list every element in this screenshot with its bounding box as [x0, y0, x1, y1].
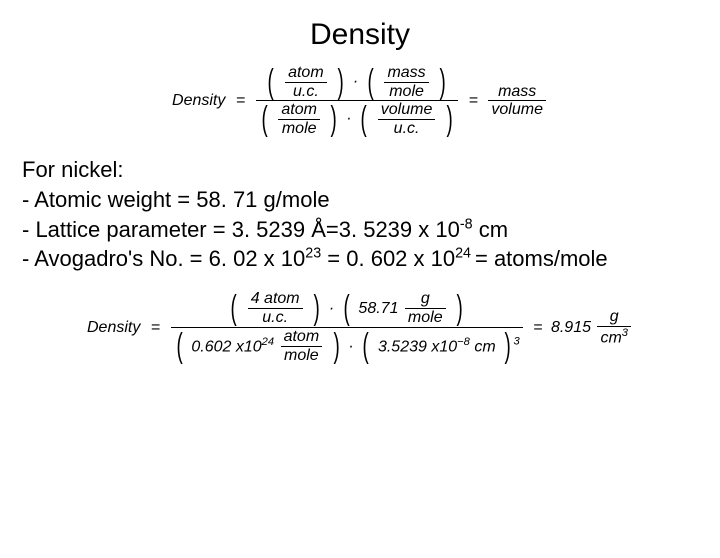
atomic-weight-line: - Atomic weight = 58. 71 g/mole — [22, 185, 720, 215]
atom-label-4: atom — [281, 328, 323, 346]
result-value: 8.915 — [551, 319, 591, 337]
mass-label: mass — [384, 64, 428, 82]
mass-over-volume: mass volume — [488, 83, 546, 119]
lp-value-a: 3. 5239 Å=3. 5239 x 10 — [232, 217, 460, 242]
avog-prefix: - Avogadro's No. = — [22, 246, 209, 271]
lp-num-b: x10 — [431, 339, 457, 356]
atom-label: atom — [285, 64, 327, 82]
uc-label-3: u.c. — [248, 308, 303, 327]
avog-num-b: x10 — [236, 339, 262, 356]
mass-label-3: mass — [488, 83, 546, 101]
lp-num-exp: −8 — [457, 336, 470, 348]
mole-label-4: mole — [281, 346, 323, 365]
nickel-data: For nickel: - Atomic weight = 58. 71 g/m… — [22, 155, 720, 274]
slide-title: Density — [0, 18, 720, 52]
g-label: g — [405, 290, 446, 308]
result-units: g cm3 — [597, 308, 631, 347]
aw-prefix: - Atomic weight = — [22, 187, 196, 212]
density-formula-general: Density = ( atomu.c. ) · ( massmole ) ( … — [0, 64, 720, 137]
cube-exp: 3 — [513, 336, 519, 348]
avog-num-a: 0.602 — [191, 339, 231, 356]
avog-mid: = 0. 602 x 10 — [321, 246, 455, 271]
lp-num-a: 3.5239 — [378, 339, 427, 356]
equals-sign: = — [232, 92, 249, 110]
equals-sign-4: = — [529, 319, 546, 337]
avog-exp1: 23 — [305, 246, 321, 262]
main-fraction: ( atomu.c. ) · ( massmole ) ( atommole )… — [256, 64, 459, 137]
uc-label-2: u.c. — [378, 119, 436, 138]
avog-num-exp: 24 — [262, 336, 274, 348]
density-label: Density — [172, 92, 225, 110]
intro-line: For nickel: — [22, 155, 720, 185]
lattice-param-line: - Lattice parameter = 3. 5239 Å=3. 5239 … — [22, 215, 720, 245]
four: 4 — [251, 290, 260, 307]
atom-label-3: atom — [264, 290, 300, 307]
cm-label-2: cm — [600, 329, 621, 346]
aw-numeric: 58.71 — [358, 300, 398, 317]
g-label-2: g — [597, 308, 631, 326]
equals-sign-2: = — [465, 92, 482, 110]
avog-b: = atoms/mole — [475, 246, 608, 271]
uc-label: u.c. — [285, 82, 327, 101]
cm-cube-exp: 3 — [622, 327, 628, 339]
density-formula-numeric: Density = ( 4 atom u.c. ) · ( 58.71 g mo… — [0, 290, 720, 365]
density-label-2: Density — [87, 319, 140, 337]
volume-label: volume — [378, 101, 436, 119]
lp-prefix: - Lattice parameter = — [22, 217, 232, 242]
avog-a: 6. 02 x 10 — [209, 246, 306, 271]
lp-exp: -8 — [460, 216, 473, 232]
numeric-fraction: ( 4 atom u.c. ) · ( 58.71 g mole ) ( — [171, 290, 523, 365]
volume-label-2: volume — [488, 100, 546, 119]
mole-label-3: mole — [405, 308, 446, 327]
atom-label-2: atom — [278, 101, 320, 119]
aw-value: 58. 71 g/mole — [196, 187, 329, 212]
cm-label: cm — [474, 339, 495, 356]
lp-value-b: cm — [473, 217, 508, 242]
avog-exp2: 24 — [455, 246, 475, 262]
mole-label: mole — [384, 82, 428, 101]
equals-sign-3: = — [147, 319, 164, 337]
mole-label-2: mole — [278, 119, 320, 138]
avogadro-line: - Avogadro's No. = 6. 02 x 1023 = 0. 602… — [22, 244, 720, 274]
